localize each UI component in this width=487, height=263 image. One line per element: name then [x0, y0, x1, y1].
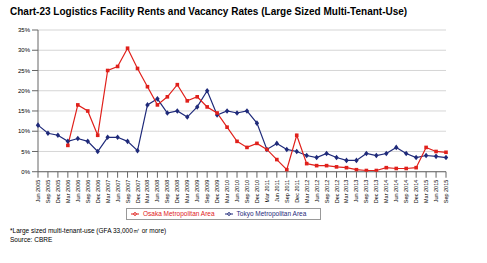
html-text:Source: CBRE: Source: CBRE: [10, 236, 53, 243]
svg-text:15%: 15%: [18, 108, 31, 114]
svg-text:Jun 2010: Jun 2010: [234, 180, 240, 203]
svg-text:0%: 0%: [21, 169, 30, 175]
svg-text:Mar 2012: Mar 2012: [304, 180, 310, 203]
svg-text:Dec 2010: Dec 2010: [254, 180, 260, 204]
svg-text:Mar 2010: Mar 2010: [224, 180, 230, 203]
svg-text:25%: 25%: [18, 68, 31, 74]
html-text:*Large sized multi-tenant-use: *Large sized multi-tenant-use (GFA 33,00…: [10, 227, 167, 234]
svg-text:Sep 2005: Sep 2005: [45, 180, 51, 204]
svg-text:Mar 2006: Mar 2006: [65, 180, 71, 203]
svg-text:Sep 2007: Sep 2007: [125, 180, 131, 204]
svg-text:Jun 2006: Jun 2006: [75, 180, 81, 203]
svg-text:5%: 5%: [21, 149, 30, 155]
svg-text:Jun 2009: Jun 2009: [194, 180, 200, 203]
svg-text:Dec 2014: Dec 2014: [413, 180, 419, 204]
svg-text:Jun 2011: Jun 2011: [274, 180, 280, 202]
svg-text:20%: 20%: [18, 88, 31, 94]
svg-text:Dec 2009: Dec 2009: [214, 180, 220, 204]
svg-text:Mar 2011: Mar 2011: [264, 180, 270, 203]
svg-text:Jun 2007: Jun 2007: [115, 180, 121, 203]
svg-text:Sep 2014: Sep 2014: [403, 180, 409, 204]
svg-text:Mar 2009: Mar 2009: [184, 180, 190, 203]
svg-text:Jun 2014: Jun 2014: [393, 180, 399, 203]
svg-text:Dec 2013: Dec 2013: [373, 180, 379, 204]
html-text:Tokyo Metropolitan Area: Tokyo Metropolitan Area: [236, 209, 307, 217]
svg-text:Mar 2014: Mar 2014: [383, 180, 389, 203]
svg-text:Dec 2007: Dec 2007: [135, 180, 141, 204]
svg-text:Dec 2011: Dec 2011: [294, 180, 300, 203]
svg-text:Jun 2005: Jun 2005: [35, 180, 41, 203]
svg-text:Sep 2015: Sep 2015: [443, 180, 449, 204]
svg-text:10%: 10%: [18, 128, 31, 134]
svg-text:Sep 2013: Sep 2013: [363, 180, 369, 204]
svg-text:Jun 2013: Jun 2013: [353, 180, 359, 203]
svg-text:Sep 2009: Sep 2009: [204, 180, 210, 204]
html-text:Chart-23 Logistics Facility Re: Chart-23 Logistics Facility Rents and Va…: [10, 6, 408, 17]
svg-text:Dec 2008: Dec 2008: [174, 180, 180, 204]
svg-text:Jun 2008: Jun 2008: [154, 180, 160, 203]
svg-text:Dec 2005: Dec 2005: [55, 180, 61, 204]
svg-text:Dec 2006: Dec 2006: [95, 180, 101, 204]
svg-text:Mar 2008: Mar 2008: [144, 180, 150, 203]
svg-text:Sep 2010: Sep 2010: [244, 180, 250, 204]
html-text:Osaka Metropolitan Area: Osaka Metropolitan Area: [143, 209, 215, 217]
svg-text:Jun 2015: Jun 2015: [433, 180, 439, 203]
svg-text:Mar 2015: Mar 2015: [423, 180, 429, 203]
svg-text:Sep 2006: Sep 2006: [85, 180, 91, 204]
svg-text:Sep 2008: Sep 2008: [164, 180, 170, 204]
svg-text:Mar 2013: Mar 2013: [343, 180, 349, 203]
svg-text:Jun 2012: Jun 2012: [314, 180, 320, 203]
svg-text:30%: 30%: [18, 47, 31, 53]
svg-text:Dec 2012: Dec 2012: [334, 180, 340, 204]
svg-text:Mar 2007: Mar 2007: [105, 180, 111, 203]
svg-text:Sep 2012: Sep 2012: [324, 180, 330, 204]
svg-text:Sep 2011: Sep 2011: [284, 180, 290, 203]
svg-text:35%: 35%: [18, 27, 31, 33]
